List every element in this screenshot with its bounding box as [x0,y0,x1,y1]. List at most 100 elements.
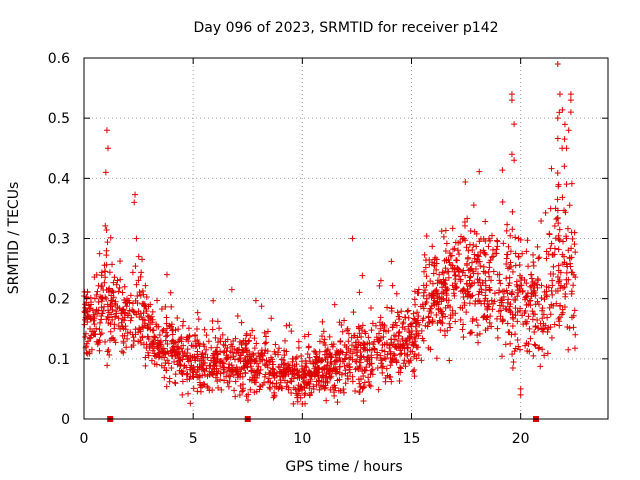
data-point [525,313,532,320]
data-point [462,290,469,297]
data-point [275,351,282,358]
data-point [214,318,221,325]
data-point [447,252,454,259]
data-point [135,253,142,260]
data-point [236,338,243,345]
data-point [449,307,456,314]
data-point [508,91,515,98]
data-point [411,296,418,303]
data-point [224,379,231,386]
data-point [406,359,413,366]
data-point [361,328,368,335]
data-point [517,385,524,392]
data-point [261,329,268,336]
data-point [419,335,426,342]
data-point [240,358,247,365]
data-point [294,398,301,405]
data-point [112,313,119,320]
data-point [306,385,313,392]
data-point [402,363,409,370]
data-point [160,326,167,333]
data-point [374,365,381,372]
data-point [104,362,111,369]
data-point [188,342,195,349]
data-point [322,356,329,363]
data-point [451,292,458,299]
data-point [316,348,323,355]
data-point [462,178,469,185]
data-point [163,271,170,278]
data-point [494,325,501,332]
data-point [505,282,512,289]
data-point [132,326,139,333]
data-point [283,348,290,355]
data-point [148,313,155,320]
data-point [423,233,430,240]
data-point [364,340,371,347]
data-point [103,316,110,323]
data-point [280,367,287,374]
data-point [561,259,568,266]
data-point [364,347,371,354]
data-point [392,319,399,326]
data-point [130,308,137,315]
data-point [404,352,411,359]
data-point [479,280,486,287]
data-point [529,279,536,286]
data-point [357,342,364,349]
data-point [457,239,464,246]
data-point [320,373,327,380]
data-point [223,354,230,361]
data-point [166,375,173,382]
data-point [318,357,325,364]
data-point [215,339,222,346]
data-point [178,345,185,352]
data-point [187,357,194,364]
data-point [474,322,481,329]
data-point [522,308,529,315]
data-point [429,243,436,250]
data-point [346,363,353,370]
data-point [162,337,169,344]
data-point [216,325,223,332]
data-point [102,274,109,281]
points-layer [81,61,579,407]
data-point [232,335,239,342]
data-point [456,251,463,258]
data-point [568,290,575,297]
data-point [524,237,531,244]
data-point [107,234,114,241]
data-point [482,270,489,277]
data-point [387,348,394,355]
data-point [509,314,516,321]
data-point [341,341,348,348]
data-point [184,346,191,353]
data-point [175,351,182,358]
data-point [413,355,420,362]
data-point [355,339,362,346]
data-point [526,297,533,304]
data-point [563,181,570,188]
data-point [119,310,126,317]
data-point [306,354,313,361]
data-point [543,283,550,290]
data-point [531,311,538,318]
data-point [507,340,514,347]
data-point [475,297,482,304]
data-point [228,286,235,293]
data-point [522,296,529,303]
data-point [544,314,551,321]
data-point [86,350,93,357]
data-point [344,327,351,334]
data-point [196,372,203,379]
data-point [105,145,112,152]
data-point [110,279,117,286]
data-point [413,327,420,334]
data-point [344,325,351,332]
data-point [360,397,367,404]
data-point [531,341,538,348]
data-point [506,303,513,310]
data-point [430,300,437,307]
data-point [499,167,506,174]
data-point [514,336,521,343]
